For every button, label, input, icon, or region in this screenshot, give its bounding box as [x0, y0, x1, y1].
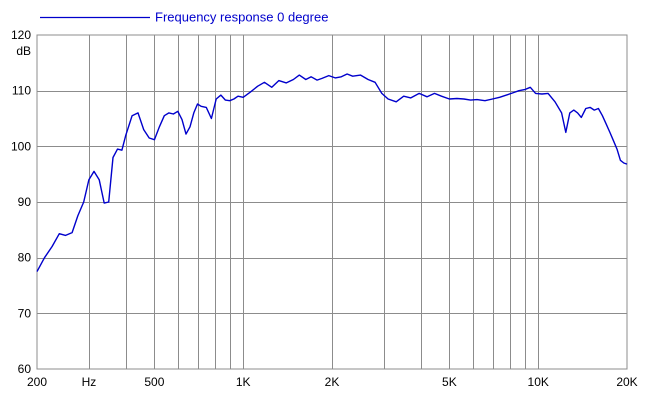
y-tick-label: 60: [18, 362, 32, 376]
y-tick-label: 100: [11, 139, 31, 153]
series-layer: [36, 73, 628, 272]
y-tick-label: 110: [12, 84, 31, 98]
y-tick-label: 80: [18, 251, 32, 265]
x-tick-label: 20K: [616, 375, 637, 389]
x-tick-label: 10K: [528, 375, 549, 389]
axes: 60 70 80 90 100 110 120 200 Hz 500 1K 2K 5K 10K 20K dB: [11, 28, 638, 389]
grid: [36, 34, 628, 370]
x-tick-label: 5K: [442, 375, 457, 389]
x-tick-label: Hz: [82, 375, 97, 389]
series-line: [36, 73, 628, 272]
legend-label: Frequency response 0 degree: [155, 10, 328, 25]
y-tick-label: 90: [18, 195, 32, 209]
y-tick-label: 70: [18, 306, 32, 320]
x-tick-label: 1K: [236, 375, 251, 389]
x-tick-label: 500: [144, 375, 164, 389]
y-tick-label: 120: [11, 28, 31, 42]
legend: Frequency response 0 degree: [40, 10, 328, 25]
x-tick-label: 2K: [325, 375, 340, 389]
y-axis-unit-label: dB: [16, 44, 31, 58]
x-tick-label: 200: [27, 375, 47, 389]
